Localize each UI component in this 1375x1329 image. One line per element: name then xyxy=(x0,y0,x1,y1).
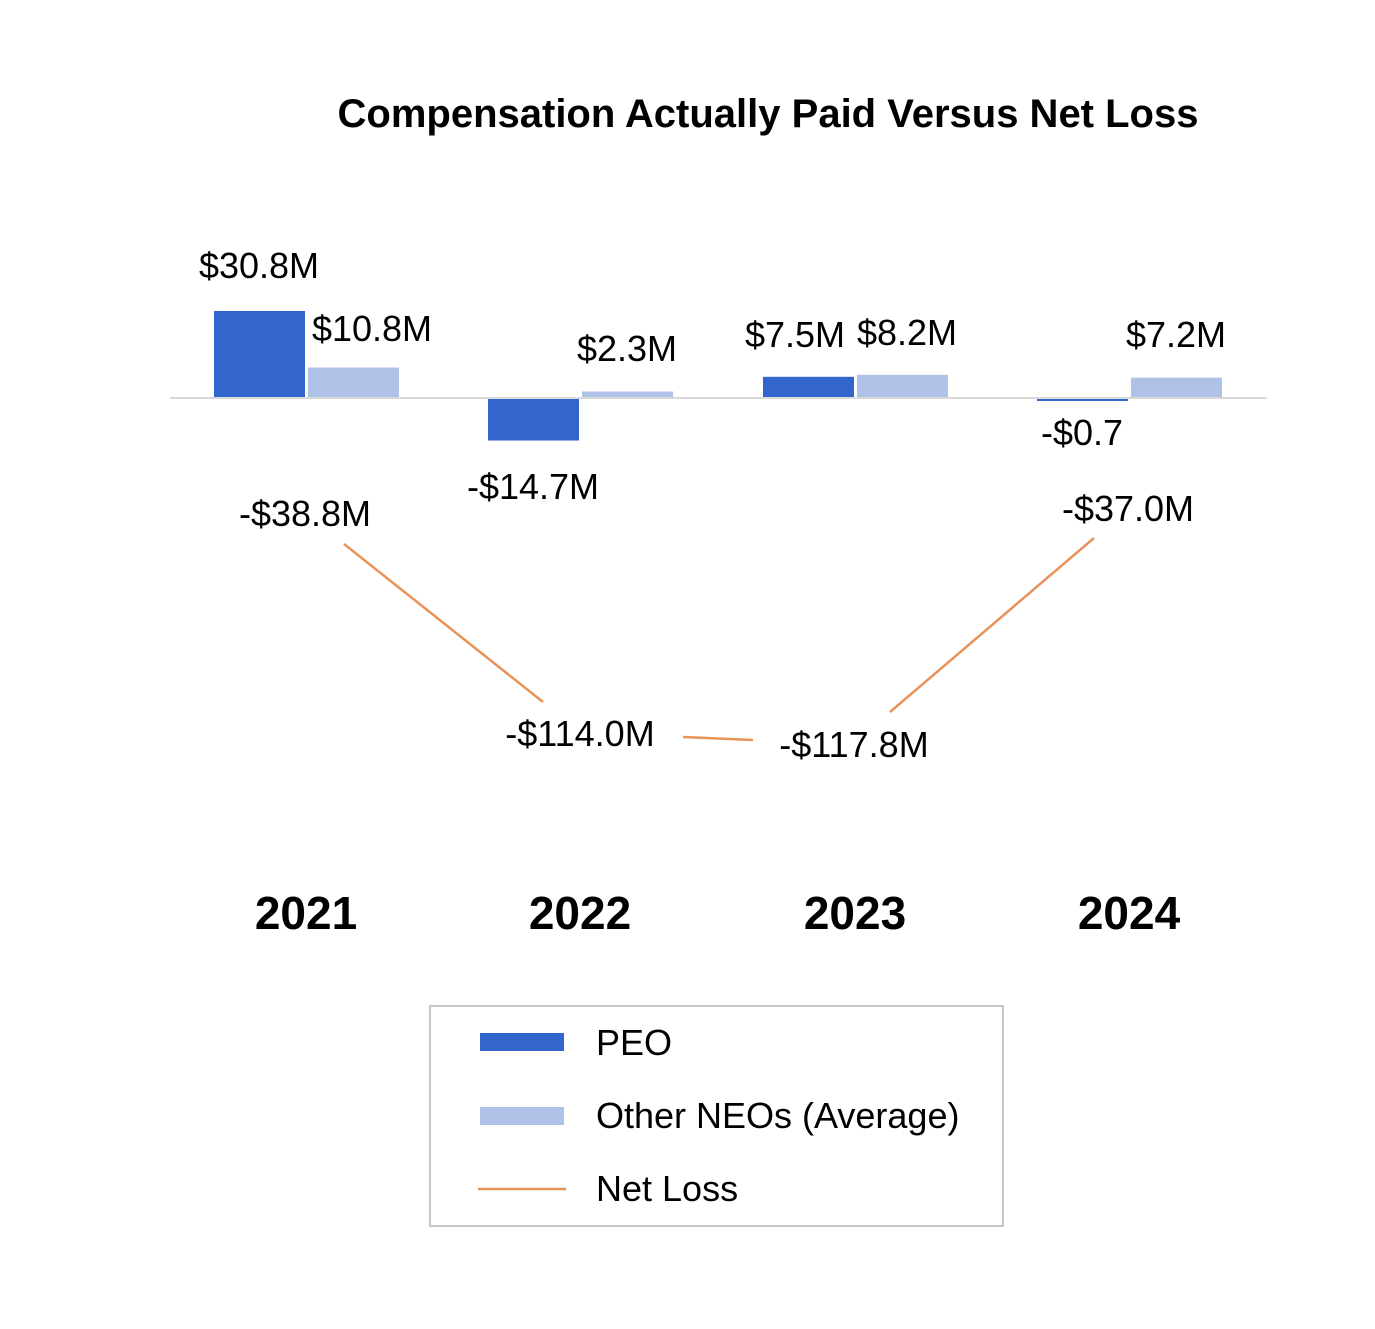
net-loss-line-segment xyxy=(343,543,544,703)
legend-label-net-loss: Net Loss xyxy=(596,1168,738,1209)
bar-peo-2023 xyxy=(763,376,854,398)
bar-other-neos-2023 xyxy=(857,374,948,398)
legend-label-other-neos: Other NEOs (Average) xyxy=(596,1095,959,1136)
x-tick-label: 2022 xyxy=(529,887,631,939)
legend-swatch-other-neos xyxy=(480,1107,564,1125)
data-label-net-loss-2023: -$117.8M xyxy=(779,724,928,765)
chart-title: Compensation Actually Paid Versus Net Lo… xyxy=(338,92,1199,136)
data-label-layer: $30.8M -$14.7M $7.5M -$0.7 $10.8M $2.3M $8.2M $… xyxy=(199,245,1226,765)
legend-frame xyxy=(429,1005,1004,1227)
net-loss-line-segment xyxy=(889,537,1095,713)
x-tick-label: 2024 xyxy=(1078,887,1181,939)
net-loss-line-segment xyxy=(682,735,754,742)
bar-layer xyxy=(214,311,1222,441)
data-label-other-neos-2023: $8.2M xyxy=(857,312,957,353)
legend-swatch-peo xyxy=(480,1033,564,1051)
legend-label-peo: PEO xyxy=(596,1022,672,1063)
net-loss-line-layer xyxy=(343,537,1095,742)
data-label-peo-2021: $30.8M xyxy=(199,245,319,286)
legend: PEO Other NEOs (Average) Net Loss xyxy=(429,1005,1004,1227)
bar-other-neos-2024 xyxy=(1131,377,1222,398)
data-label-net-loss-2024: -$37.0M xyxy=(1062,488,1194,529)
data-label-peo-2022: -$14.7M xyxy=(467,466,599,507)
data-label-other-neos-2021: $10.8M xyxy=(312,308,432,349)
x-tick-label: 2021 xyxy=(255,887,357,939)
data-label-peo-2023: $7.5M xyxy=(745,314,845,355)
data-label-other-neos-2022: $2.3M xyxy=(577,328,677,369)
data-label-net-loss-2021: -$38.8M xyxy=(239,493,371,534)
bar-other-neos-2021 xyxy=(308,367,399,398)
bar-peo-2024 xyxy=(1037,399,1128,401)
bar-peo-2022 xyxy=(488,399,579,441)
bar-peo-2021 xyxy=(214,311,305,398)
bar-other-neos-2022 xyxy=(582,391,673,398)
x-tick-label: 2023 xyxy=(804,887,906,939)
year-axis: 2021 2022 2023 2024 xyxy=(255,887,1181,939)
data-label-net-loss-2022: -$114.0M xyxy=(505,713,654,754)
data-label-other-neos-2024: $7.2M xyxy=(1126,314,1226,355)
data-label-peo-2024: -$0.7 xyxy=(1041,412,1123,453)
